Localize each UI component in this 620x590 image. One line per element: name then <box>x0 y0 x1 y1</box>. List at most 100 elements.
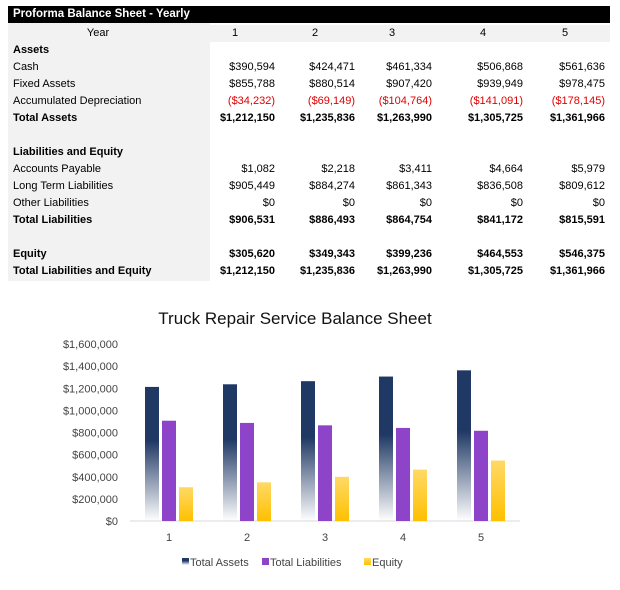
row-label: Cash <box>13 61 39 73</box>
bar-total-liabilities <box>396 427 410 521</box>
legend-swatch <box>262 558 269 565</box>
balance-chart: Truck Repair Service Balance Sheet $0 $20… <box>63 309 520 569</box>
table-row: Accounts Payable $1,082 $2,218 $3,411 $4,664… <box>8 161 610 178</box>
bar-total-assets <box>145 386 159 521</box>
bar-total-assets <box>457 370 471 521</box>
cell-value: $1,212,150 <box>219 112 275 124</box>
table-row: Total Liabilities $906,531 $886,493 $864,75… <box>8 212 610 229</box>
year-header: 4 <box>479 27 487 39</box>
table-row <box>8 229 610 246</box>
bar-total-assets <box>379 376 393 521</box>
bar-equity <box>413 469 427 521</box>
table-row: Other Liabilities $0 $0 $0 $0 $0 <box>8 195 610 212</box>
cell-value: $1,263,990 <box>376 265 432 277</box>
cell-value: $305,620 <box>229 248 275 260</box>
cell-value: $561,636 <box>559 61 605 73</box>
row-label: Accounts Payable <box>13 163 102 175</box>
cell-value: ($69,149) <box>307 95 355 107</box>
cell-value: $880,514 <box>309 78 355 90</box>
cell-value: $390,594 <box>229 61 275 73</box>
bar-total-liabilities <box>474 430 488 521</box>
table-row: Total Liabilities and Equity $1,212,150 $1… <box>8 263 610 280</box>
table-row: Fixed Assets $855,788 $880,514 $907,420 $939… <box>8 76 610 93</box>
year-header: 5 <box>561 27 569 39</box>
row-label: Long Term Liabilities <box>13 180 114 192</box>
legend-swatch <box>182 558 189 565</box>
year-label: Year <box>86 27 110 39</box>
x-tick-label: 1 <box>166 532 172 544</box>
cell-value: $399,236 <box>386 248 432 260</box>
cell-value: $1,361,966 <box>549 112 605 124</box>
row-label: Assets <box>13 44 50 56</box>
cell-value: $906,531 <box>229 214 275 226</box>
table-row: Total Assets $1,212,150 $1,235,836 $1,263,9… <box>8 110 610 127</box>
cell-value: $1,305,725 <box>467 265 523 277</box>
cell-value: $978,475 <box>559 78 605 90</box>
y-tick-label: $800,000 <box>72 428 118 440</box>
cell-value: ($178,145) <box>551 95 605 107</box>
cell-value: $1,305,725 <box>467 112 523 124</box>
cell-value: $0 <box>510 197 523 209</box>
x-tick-label: 2 <box>244 532 250 544</box>
y-tick-label: $400,000 <box>72 472 118 484</box>
cell-value: $905,449 <box>229 180 275 192</box>
y-tick-label: $600,000 <box>72 450 118 462</box>
legend-label: Equity <box>372 557 403 569</box>
year-row: Year 1 2 3 4 5 <box>8 25 610 42</box>
cell-value: $506,868 <box>477 61 523 73</box>
cell-value: $864,754 <box>386 214 432 226</box>
cell-value: $1,263,990 <box>376 112 432 124</box>
year-header: 2 <box>311 27 319 39</box>
cell-value: ($34,232) <box>227 95 275 107</box>
cell-value: $0 <box>592 197 605 209</box>
cell-value: $0 <box>419 197 432 209</box>
bar-equity <box>335 476 349 521</box>
y-tick-label: $200,000 <box>72 494 118 506</box>
cell-value: ($104,764) <box>378 95 432 107</box>
y-tick-label: $1,200,000 <box>63 383 118 395</box>
row-label: Equity <box>13 248 47 260</box>
row-label: Accumulated Depreciation <box>13 95 142 107</box>
cell-value: $546,375 <box>559 248 605 260</box>
cell-value: $1,212,150 <box>219 265 275 277</box>
cell-value: $1,235,836 <box>299 265 355 277</box>
cell-value: $836,508 <box>477 180 523 192</box>
table-row: Long Term Liabilities $905,449 $884,274 $86… <box>8 178 610 195</box>
row-label: Total Liabilities and Equity <box>13 265 152 277</box>
table-row: Equity $305,620 $349,343 $399,236 $464,553 $5… <box>8 246 610 263</box>
cell-value: $349,343 <box>309 248 355 260</box>
row-label: Total Liabilities <box>13 214 93 226</box>
bar-total-assets <box>223 384 237 521</box>
cell-value: $5,979 <box>571 163 605 175</box>
cell-value: $0 <box>342 197 355 209</box>
cell-value: $2,218 <box>321 163 355 175</box>
cell-value: ($141,091) <box>469 95 523 107</box>
x-tick-label: 5 <box>478 532 484 544</box>
cell-value: $424,471 <box>309 61 355 73</box>
cell-value: $886,493 <box>309 214 355 226</box>
bar-total-liabilities <box>240 422 254 521</box>
cell-value: $841,172 <box>477 214 523 226</box>
x-tick-label: 4 <box>400 532 406 544</box>
cell-value: $1,235,836 <box>299 112 355 124</box>
cell-value: $3,411 <box>399 163 432 175</box>
table-row: Liabilities and Equity <box>8 144 610 161</box>
y-tick-label: $1,600,000 <box>63 339 118 351</box>
cell-value: $907,420 <box>386 78 432 90</box>
cell-value: $4,664 <box>489 163 523 175</box>
cell-value: $464,553 <box>477 248 523 260</box>
y-tick-label: $1,000,000 <box>63 405 118 417</box>
table-row: Cash $390,594 $424,471 $461,334 $506,868 $561… <box>8 59 610 76</box>
bar-total-liabilities <box>162 420 176 521</box>
bar-total-liabilities <box>318 425 332 521</box>
table-row <box>8 127 610 144</box>
bar-equity <box>491 460 505 521</box>
cell-value: $861,343 <box>386 180 432 192</box>
cell-value: $1,361,966 <box>549 265 605 277</box>
cell-value: $855,788 <box>229 78 275 90</box>
bar-equity <box>179 487 193 521</box>
y-tick-label: $1,400,000 <box>63 361 118 373</box>
x-tick-label: 3 <box>322 532 328 544</box>
row-label: Fixed Assets <box>13 78 76 90</box>
year-header: 1 <box>231 27 239 39</box>
